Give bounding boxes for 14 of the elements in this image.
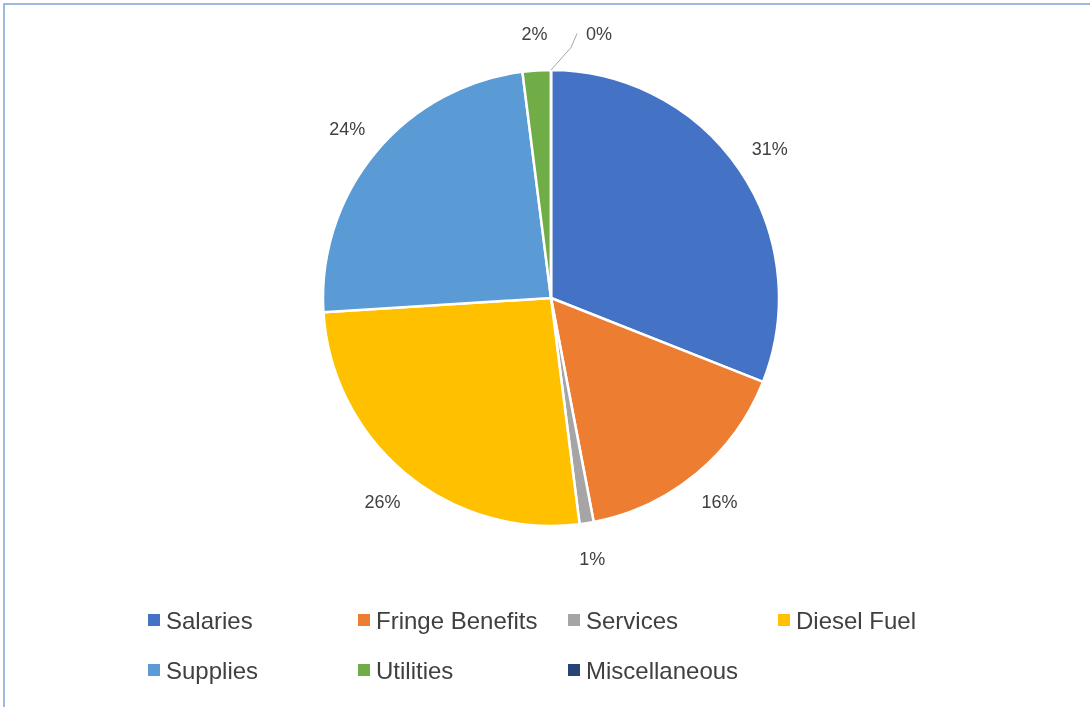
legend-label: Services [586, 606, 679, 634]
data-label: 26% [364, 491, 401, 512]
data-label: 1% [579, 549, 606, 570]
legend-label: Utilities [376, 656, 454, 684]
legend-label: Diesel Fuel [796, 606, 917, 634]
data-label: 16% [701, 491, 738, 512]
text: 0% [585, 23, 613, 44]
data-label: 2% [521, 24, 548, 45]
data-label: 24% [329, 119, 366, 140]
legend-label: Fringe Benefits [376, 606, 538, 634]
legend-label: Supplies [166, 656, 259, 684]
data-label: 31% [751, 139, 788, 160]
legend-label: Miscellaneous [586, 656, 739, 684]
legend-label: Salaries [166, 606, 253, 634]
